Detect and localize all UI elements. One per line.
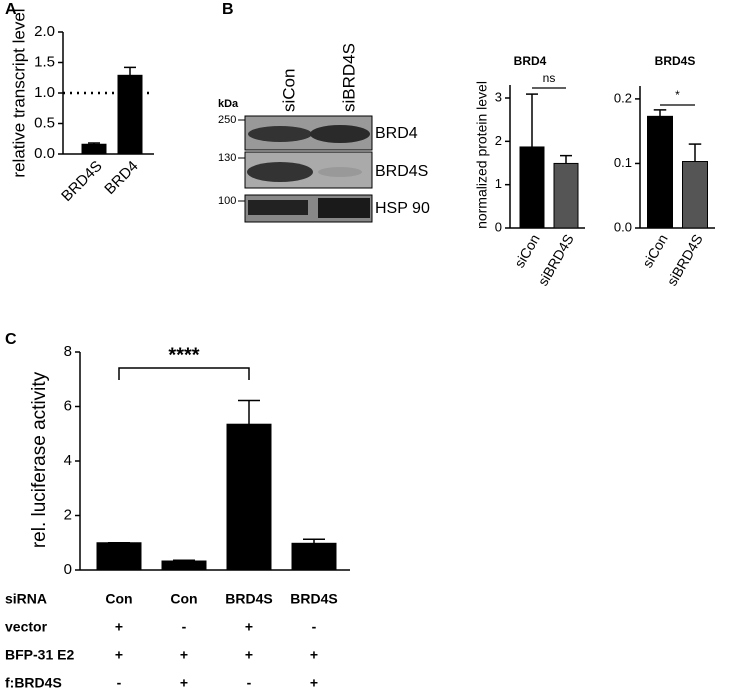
blot-strips <box>244 115 373 223</box>
y-axis-label: normalized protein level <box>474 81 490 229</box>
lane-label: siBRD4S <box>339 43 358 112</box>
y-tick-label: 2 <box>64 506 72 523</box>
y-tick-label: 1.5 <box>34 53 55 70</box>
bar <box>553 162 579 229</box>
table-cell: - <box>117 675 122 691</box>
y-tick-label: 1 <box>495 176 502 191</box>
table-cell: + <box>310 647 318 663</box>
y-tick-label: 0.1 <box>614 155 632 170</box>
y-tick-label: 0.0 <box>34 145 55 162</box>
x-tick-label: siCon <box>639 231 671 270</box>
table-cell: + <box>310 675 318 691</box>
chart-title: BRD4 <box>514 54 547 68</box>
panel-label: C <box>5 331 17 348</box>
y-tick-label: 2.0 <box>34 23 55 40</box>
significance-bracket <box>118 367 250 380</box>
marker-label: 100 <box>218 195 236 207</box>
y-tick-label: 3 <box>495 89 502 104</box>
panel-label: A <box>5 1 17 18</box>
significance-label: ns <box>543 71 556 85</box>
bar <box>226 423 272 571</box>
y-axis-label: relative transcript level <box>9 8 28 177</box>
x-tick-label: BRD4 <box>101 158 141 198</box>
y-tick-label: 2 <box>495 133 502 148</box>
table-cell: + <box>245 647 253 663</box>
y-tick-label: 0.2 <box>614 90 632 105</box>
lane-label: siCon <box>279 69 298 112</box>
x-tick-label: BRD4S <box>225 591 272 607</box>
protein-label: HSP 90 <box>375 200 430 217</box>
y-tick-label: 0 <box>64 561 72 578</box>
row-label: siRNA <box>5 591 47 607</box>
y-tick-label: 8 <box>64 343 72 360</box>
table-cell: + <box>180 675 188 691</box>
table-cell: + <box>245 619 253 635</box>
y-tick-label: 0.5 <box>34 114 55 131</box>
x-tick-label: siCon <box>511 231 543 270</box>
x-tick-label: Con <box>105 591 132 607</box>
x-tick-label: BRD4S <box>290 591 337 607</box>
table-cell: + <box>180 647 188 663</box>
bar <box>117 74 143 155</box>
bar <box>519 146 545 229</box>
table-cell: + <box>115 647 123 663</box>
y-tick-label: 6 <box>64 397 72 414</box>
table-cell: - <box>182 619 187 635</box>
significance-label: **** <box>168 344 199 366</box>
x-tick-label: Con <box>170 591 197 607</box>
table-cell: - <box>312 619 317 635</box>
y-tick-label: 0 <box>495 219 502 234</box>
panel-label: B <box>222 1 234 18</box>
row-label: vector <box>5 619 48 635</box>
marker-label: 130 <box>218 152 236 164</box>
bar <box>81 143 107 155</box>
bar <box>647 115 673 229</box>
row-label: f:BRD4S <box>5 675 62 691</box>
marker-ticks <box>238 119 245 202</box>
x-tick-label: BRD4S <box>58 158 105 205</box>
protein-label: BRD4 <box>375 125 418 142</box>
table-cell: - <box>247 675 252 691</box>
bar <box>161 560 207 571</box>
y-axis-label: rel. luciferase activity <box>29 371 50 548</box>
y-tick-label: 4 <box>64 452 72 469</box>
bar <box>96 542 142 571</box>
bar <box>682 161 708 229</box>
y-tick-label: 1.0 <box>34 84 55 101</box>
table-cell: + <box>115 619 123 635</box>
chart-title: BRD4S <box>655 54 696 68</box>
marker-label: 250 <box>218 114 236 126</box>
blot-unit: kDa <box>218 98 239 110</box>
row-label: BFP-31 E2 <box>5 647 74 663</box>
significance-label: * <box>675 88 680 102</box>
bar <box>291 542 337 571</box>
protein-label: BRD4S <box>375 163 428 180</box>
y-tick-label: 0.0 <box>614 219 632 234</box>
